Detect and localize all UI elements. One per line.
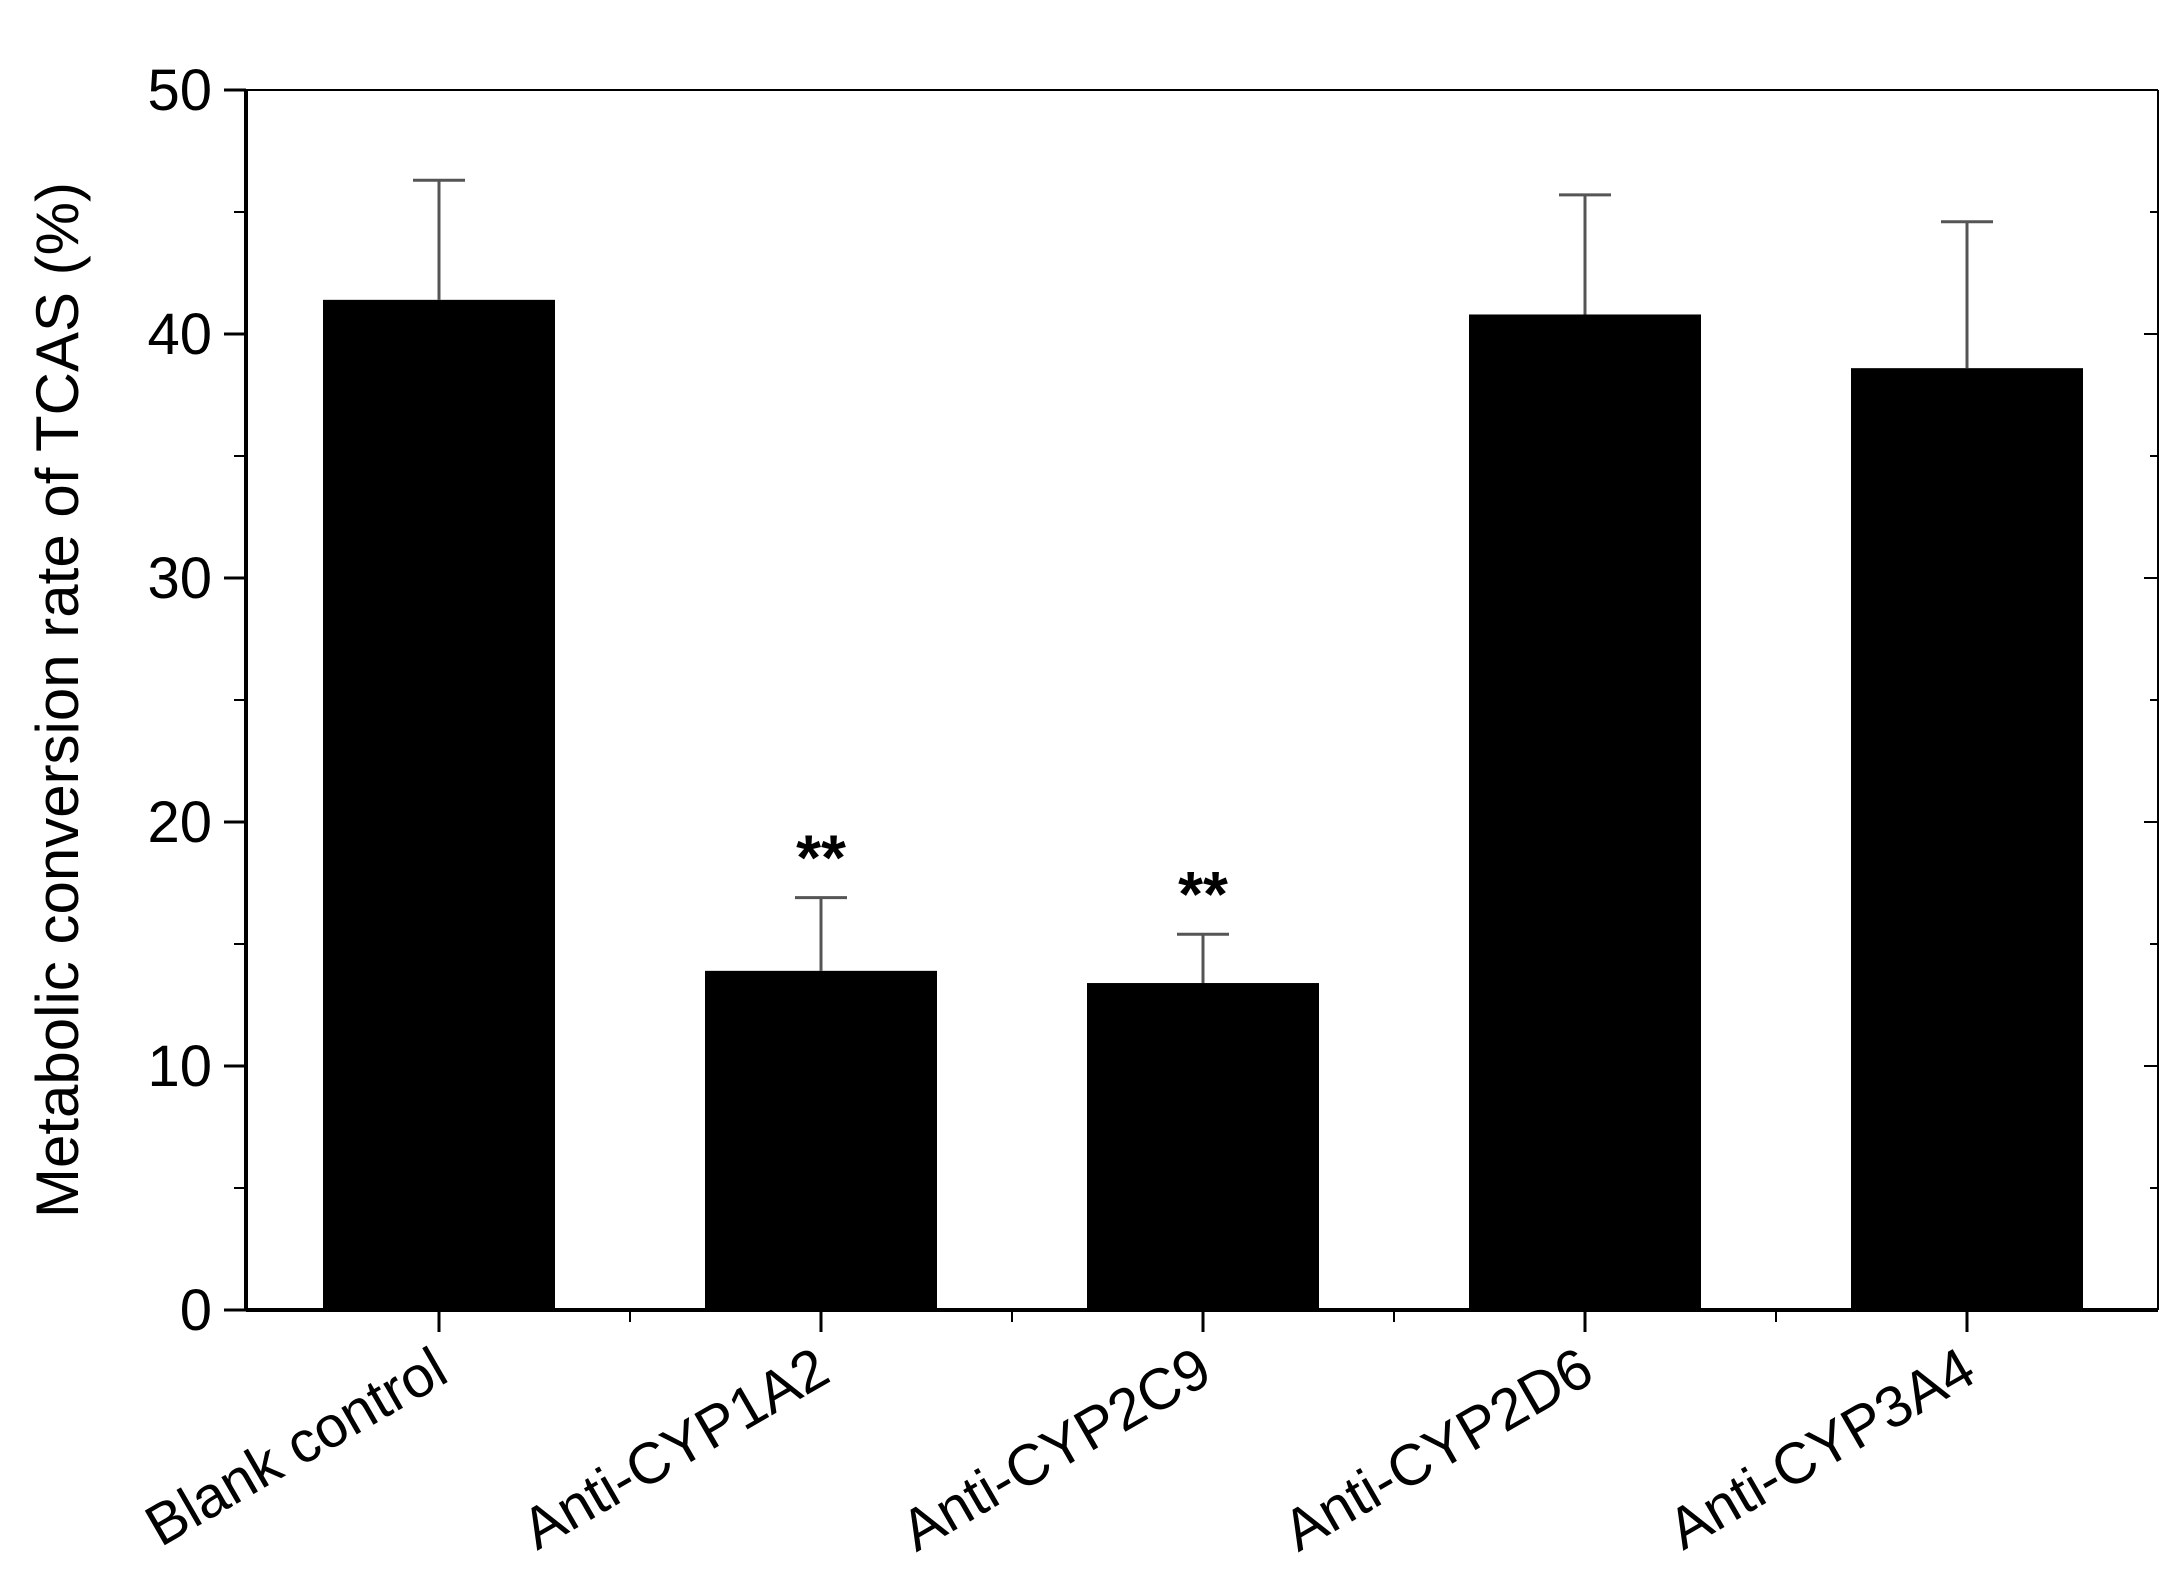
x-category-label-1: Anti-CYP1A2 <box>511 1335 839 1562</box>
y-tick-label-4: 40 <box>147 302 212 367</box>
y-tick-label-5: 50 <box>147 58 212 123</box>
bars-group <box>323 299 2083 1311</box>
bar-2 <box>1087 983 1319 1310</box>
x-category-label-3: Anti-CYP2D6 <box>1272 1335 1603 1564</box>
y-tick-label-0: 0 <box>180 1278 212 1343</box>
bar-3 <box>1469 314 1701 1311</box>
x-category-label-4: Anti-CYP3A4 <box>1657 1335 1985 1562</box>
bar-1 <box>705 970 937 1310</box>
y-tick-label-1: 10 <box>147 1034 212 1099</box>
x-category-label-2: Anti-CYP2C9 <box>890 1335 1221 1564</box>
significance-label-2: ** <box>1178 858 1228 930</box>
y-ticks-group: 0 10 20 30 40 50 <box>147 58 2158 1343</box>
y-tick-label-2: 20 <box>147 790 212 855</box>
y-axis-title: Metabolic conversion rate of TCAS (%) <box>24 182 91 1218</box>
bar-0 <box>323 299 555 1311</box>
error-bars-group <box>413 178 1993 984</box>
y-tick-label-3: 30 <box>147 546 212 611</box>
significance-label-1: ** <box>796 822 846 894</box>
annotations-group: ** ** <box>796 822 1228 931</box>
bar-4 <box>1851 368 2083 1310</box>
x-category-label-0: Blank control <box>135 1335 458 1559</box>
x-ticks-group: Blank control Anti-CYP1A2 Anti-CYP2C9 Anti-… <box>135 1310 1986 1564</box>
